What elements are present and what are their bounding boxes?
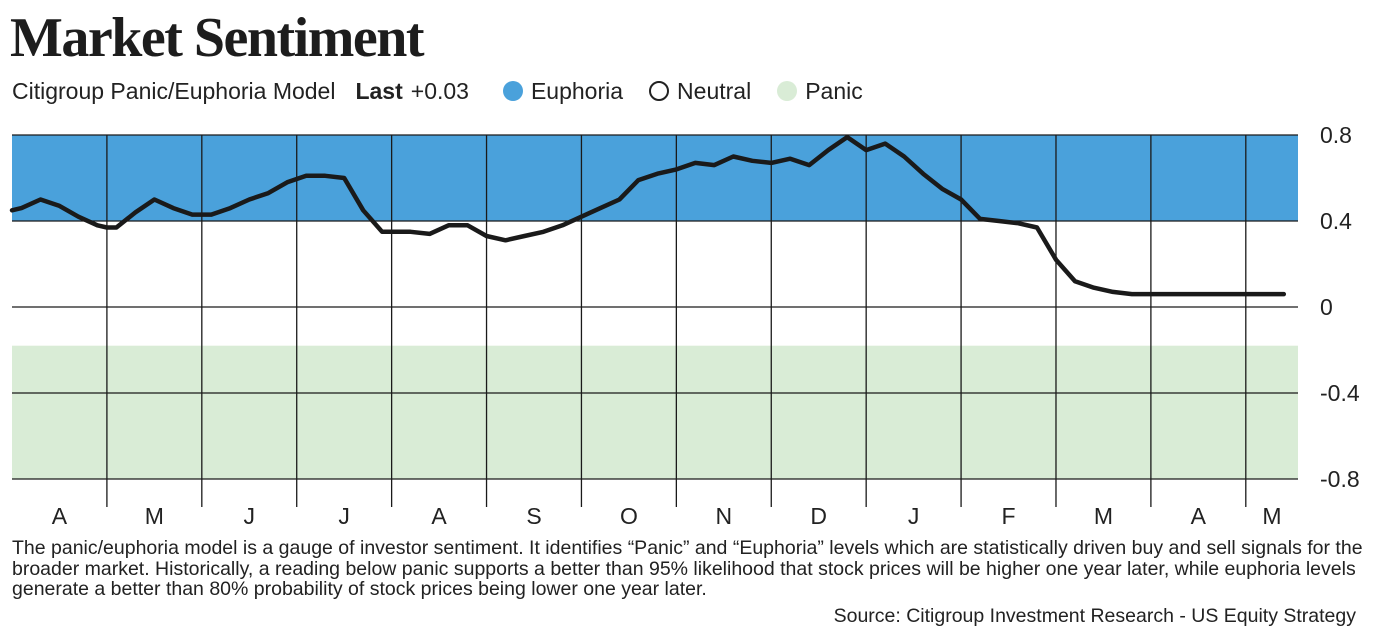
legend-panic-label: Panic xyxy=(805,77,863,104)
legend-euphoria: Euphoria xyxy=(502,77,624,105)
x-tick-label: F xyxy=(1002,503,1016,529)
y-tick-label: 0 xyxy=(1320,294,1333,320)
panic-swatch-icon xyxy=(777,81,798,101)
last-label: Last xyxy=(355,77,403,104)
x-tick-label: O xyxy=(620,503,638,529)
y-tick-label: 0.4 xyxy=(1320,208,1352,234)
euphoria-band xyxy=(12,135,1298,221)
legend-neutral: Neutral xyxy=(649,78,751,105)
x-tick-label: M xyxy=(1262,503,1281,529)
x-tick-label: A xyxy=(431,503,447,529)
x-tick-label: A xyxy=(1191,503,1207,529)
y-tick-label: -0.4 xyxy=(1320,380,1360,406)
x-tick-label: M xyxy=(145,503,164,529)
x-tick-label: M xyxy=(1094,503,1113,529)
x-tick-label: A xyxy=(52,503,68,529)
chart-subtitle: Citigroup Panic/Euphoria Model Last +0.0… xyxy=(12,74,889,108)
x-tick-label: J xyxy=(244,503,256,529)
x-tick-label: D xyxy=(810,503,827,529)
sentiment-chart: 0.8 0.4 0 -0.4 -0.8 A M J J A S O N D J F M A M xyxy=(9,122,1360,529)
x-tick-label: J xyxy=(908,503,920,529)
sentiment-line xyxy=(9,134,1287,297)
x-tick-label: J xyxy=(338,503,350,529)
legend-neutral-label: Neutral xyxy=(677,77,752,104)
euphoria-swatch-icon xyxy=(502,81,523,101)
chart-source: Source: Citigroup Investment Research - … xyxy=(833,605,1356,627)
panic-band xyxy=(12,345,1298,479)
x-tick-label: N xyxy=(715,503,732,529)
chart-note: The panic/euphoria model is a gauge of i… xyxy=(12,537,1363,600)
neutral-swatch-icon xyxy=(649,81,670,101)
chart-title: Market Sentiment xyxy=(10,7,425,69)
last-value: +0.03 xyxy=(410,77,469,104)
y-tick-label: 0.8 xyxy=(1320,122,1352,148)
legend-panic: Panic xyxy=(777,78,863,105)
x-tick-label: S xyxy=(526,503,541,529)
model-name: Citigroup Panic/Euphoria Model xyxy=(12,77,336,104)
legend-euphoria-label: Euphoria xyxy=(530,77,624,104)
y-tick-label: -0.8 xyxy=(1320,466,1360,492)
